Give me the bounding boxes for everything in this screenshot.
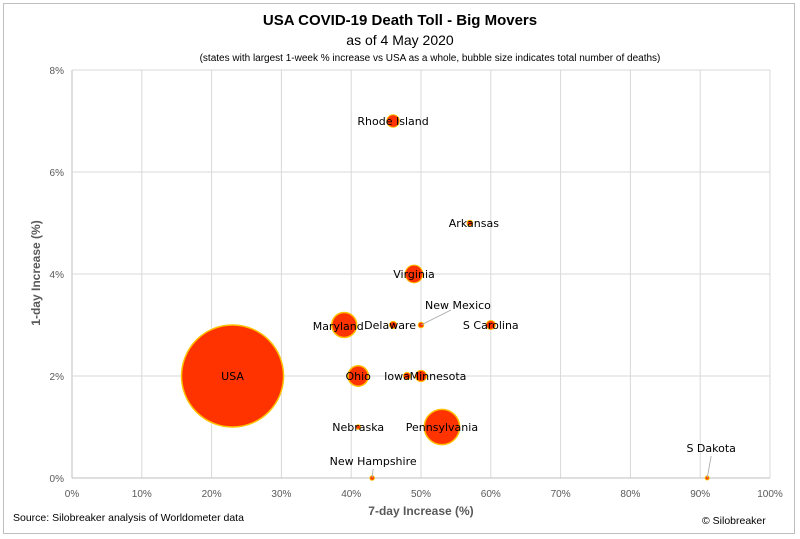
chart-subtitle: as of 4 May 2020 <box>346 32 454 48</box>
copyright-note: © Silobreaker <box>702 515 766 527</box>
bubble-virginia <box>404 264 424 284</box>
data-label: Ohio <box>345 370 371 383</box>
data-label: Rhode Island <box>357 115 428 128</box>
x-tick-label: 0% <box>65 489 80 500</box>
leader-layer <box>371 309 712 479</box>
x-tick-label: 20% <box>202 489 222 500</box>
chart-frame <box>3 3 795 534</box>
data-label: Pennsylvania <box>406 421 478 434</box>
x-tick-label: 30% <box>271 489 291 500</box>
data-label: Maryland <box>313 320 364 333</box>
x-tick-label: 50% <box>411 489 431 500</box>
y-axis-title: 1-day Increase (%) <box>29 220 43 325</box>
bubble-arkansas <box>466 219 474 227</box>
bubble-nebraska <box>355 424 361 430</box>
x-tick-label: 40% <box>341 489 361 500</box>
y-tick-label: 4% <box>50 270 65 281</box>
label-layer: USA Rhode Island Arkansas Virginia New Mexic… <box>221 115 736 468</box>
x-tick-label: 100% <box>757 489 783 500</box>
bubble-layer <box>180 114 710 481</box>
data-label: Iowa <box>384 370 410 383</box>
data-label: Delaware <box>364 319 416 332</box>
data-label: New Mexico <box>425 299 491 312</box>
data-label: S Carolina <box>463 319 519 332</box>
bubble-ohio <box>347 365 370 387</box>
bubble-s-carolina <box>485 319 496 331</box>
y-tick-label: 2% <box>50 372 65 383</box>
bubble-pennsylvania <box>423 408 461 446</box>
leader-line <box>371 468 374 479</box>
bubble-usa <box>180 324 285 428</box>
x-axis-title: 7-day Increase (%) <box>368 504 473 518</box>
data-label: Arkansas <box>449 217 499 230</box>
data-label: New Hampshire <box>330 455 417 468</box>
data-label: S Dakota <box>686 442 735 455</box>
data-label: Nebraska <box>332 421 384 434</box>
x-tick-label: 80% <box>620 489 640 500</box>
data-label: Minnesota <box>410 370 467 383</box>
x-tick-label: 10% <box>132 489 152 500</box>
chart-note: (states with largest 1-week % increase v… <box>199 53 661 64</box>
bubble-iowa <box>402 371 412 381</box>
x-tick-label: 90% <box>690 489 710 500</box>
chart-title: USA COVID-19 Death Toll - Big Movers <box>262 12 538 29</box>
y-tick-label: 6% <box>50 168 65 179</box>
leader-line <box>706 455 712 479</box>
source-note: Source: Silobreaker analysis of Worldome… <box>13 512 244 524</box>
y-tick-label: 0% <box>50 474 65 485</box>
tick-layer: 0% 10% 20% 30% 40% 50% 60% 70% 80% 90% 100% 0% 2% 4% 6… <box>50 66 783 500</box>
data-label: USA <box>221 370 244 383</box>
x-tick-label: 60% <box>481 489 501 500</box>
data-label: Virginia <box>393 268 434 281</box>
y-tick-label: 8% <box>50 66 65 77</box>
x-tick-label: 70% <box>551 489 571 500</box>
bubble-rhode-island <box>386 114 400 128</box>
leader-line <box>420 309 452 326</box>
bubble-maryland <box>330 311 358 339</box>
bubble-minnesota <box>414 369 428 383</box>
bubble-delaware <box>388 320 398 330</box>
